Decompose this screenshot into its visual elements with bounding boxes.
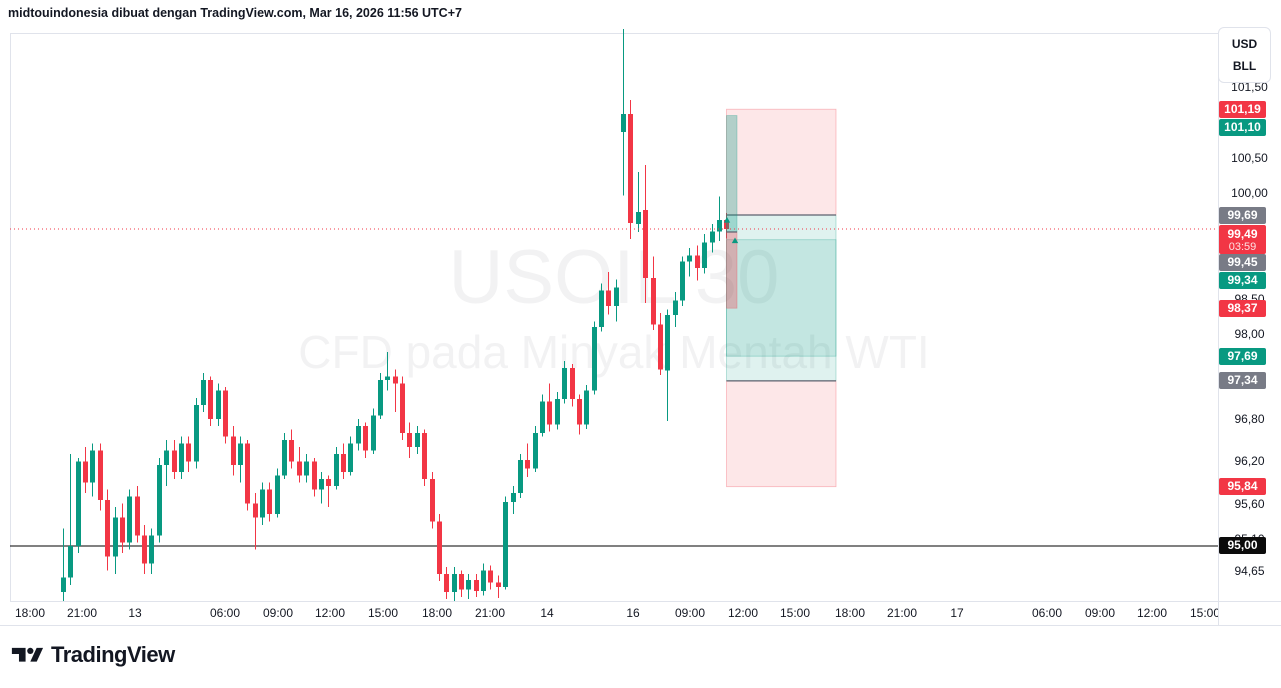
price-badge-97_69: 97,69 bbox=[1219, 347, 1266, 365]
time-tick: 16 bbox=[626, 606, 640, 620]
time-tick: 18:00 bbox=[421, 606, 453, 620]
price-tick: 96,80 bbox=[1234, 411, 1265, 426]
attribution-text: midtouindonesia dibuat dengan TradingVie… bbox=[8, 6, 462, 20]
tradingview-logo[interactable]: TradingView bbox=[10, 641, 175, 668]
time-tick: 09:00 bbox=[262, 606, 294, 620]
price-badge-101_10: 101,10 bbox=[1219, 118, 1266, 136]
position-tool-long[interactable] bbox=[726, 239, 837, 488]
time-axis[interactable]: 18:00 21:00 13 06:00 09:00 12:00 15:00 18:00 21:… bbox=[10, 601, 1218, 625]
time-tick: 17 bbox=[950, 606, 964, 620]
order-arrow-icon bbox=[731, 237, 739, 244]
price-badge-95_00: 95,00 bbox=[1219, 537, 1266, 555]
price-tick: 100,00 bbox=[1231, 186, 1268, 201]
time-tick: 12:00 bbox=[1136, 606, 1168, 620]
time-tick: 09:00 bbox=[674, 606, 706, 620]
price-tick: 101,50 bbox=[1231, 80, 1268, 95]
position-tool-long-narrow[interactable] bbox=[726, 115, 738, 309]
price-badge-101_19: 101,19 bbox=[1219, 100, 1266, 118]
price-badge-99_49: 99,49 03:59 bbox=[1219, 224, 1266, 254]
time-tick: 21:00 bbox=[474, 606, 506, 620]
unit-label: BLL bbox=[1232, 59, 1257, 73]
tradingview-logo-text: TradingView bbox=[51, 641, 175, 667]
price-badge-97_34: 97,34 bbox=[1219, 372, 1266, 390]
time-tick: 18:00 bbox=[834, 606, 866, 620]
time-tick: 18:00 bbox=[14, 606, 46, 620]
price-badge-99_69: 99,69 bbox=[1219, 206, 1266, 224]
time-tick: 21:00 bbox=[66, 606, 98, 620]
time-tick: 09:00 bbox=[1084, 606, 1116, 620]
time-tick: 14 bbox=[540, 606, 554, 620]
time-tick: 06:00 bbox=[209, 606, 241, 620]
order-arrow-icon bbox=[723, 217, 731, 223]
price-badge-95_84: 95,84 bbox=[1219, 478, 1266, 496]
symbol-unit-box: USD BLL bbox=[1218, 27, 1271, 83]
candle-series bbox=[61, 28, 729, 601]
time-tick: 15:00 bbox=[779, 606, 811, 620]
currency-label: USD bbox=[1231, 37, 1258, 51]
price-tick: 95,60 bbox=[1234, 496, 1265, 511]
time-tick: 12:00 bbox=[314, 606, 346, 620]
price-badge-99_34: 99,34 bbox=[1219, 271, 1266, 289]
price-badge-99_45: 99,45 bbox=[1219, 253, 1266, 271]
time-tick: 15:00 bbox=[367, 606, 399, 620]
position-tool-short[interactable] bbox=[726, 108, 837, 357]
time-tick: 21:00 bbox=[886, 606, 918, 620]
tradingview-logo-icon bbox=[11, 647, 44, 662]
time-tick: 12:00 bbox=[727, 606, 759, 620]
price-axis[interactable]: 101,50100,50100,0098,5098,0096,8096,2095… bbox=[1218, 0, 1281, 631]
price-tick: 96,20 bbox=[1234, 454, 1265, 469]
price-tick: 94,65 bbox=[1234, 563, 1265, 578]
time-tick: 06:00 bbox=[1031, 606, 1063, 620]
price-badge-98_37: 98,37 bbox=[1219, 299, 1266, 317]
pane-borders bbox=[0, 33, 1281, 626]
price-tick: 98,00 bbox=[1234, 327, 1265, 342]
time-tick: 13 bbox=[128, 606, 142, 620]
time-tick: 15:00 bbox=[1189, 606, 1218, 620]
price-tick: 100,50 bbox=[1231, 150, 1268, 165]
